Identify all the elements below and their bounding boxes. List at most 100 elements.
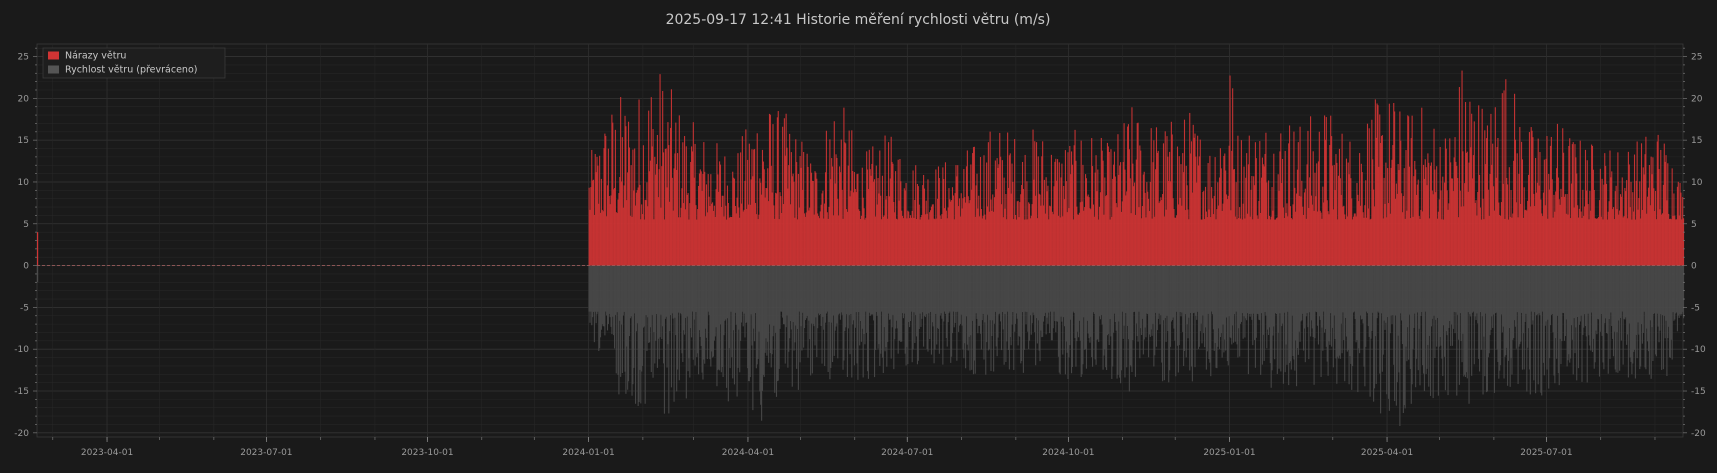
bar — [1657, 265, 1659, 327]
bar — [1327, 211, 1329, 266]
bar — [874, 265, 876, 350]
bar — [1109, 265, 1111, 320]
bar — [627, 172, 629, 266]
bar — [924, 214, 926, 266]
bar — [769, 265, 771, 354]
bar — [1493, 186, 1495, 266]
bar — [1303, 265, 1305, 351]
bar — [1287, 216, 1289, 266]
bar — [760, 265, 762, 405]
bar — [684, 265, 686, 335]
bar — [1207, 163, 1209, 266]
bar — [1042, 265, 1045, 322]
bar — [1384, 203, 1386, 266]
bar — [1443, 182, 1446, 266]
bar — [1358, 201, 1360, 266]
bar — [885, 265, 887, 348]
y-tick-label-right: -15 — [1691, 387, 1706, 397]
bar — [958, 265, 961, 326]
bar — [892, 265, 894, 315]
bar — [1446, 265, 1448, 336]
bar — [1147, 265, 1149, 315]
bar — [605, 136, 607, 266]
bar — [1199, 139, 1201, 266]
bar — [970, 164, 972, 266]
bar — [1240, 265, 1242, 322]
bar — [1262, 164, 1264, 266]
bar — [1413, 265, 1415, 328]
bar — [1457, 217, 1460, 266]
bar — [791, 265, 793, 387]
x-tick-label: 2023-10-01 — [401, 448, 453, 458]
bar — [738, 265, 740, 330]
bar — [995, 189, 997, 266]
bar — [1622, 217, 1624, 266]
bar — [1476, 215, 1478, 266]
bar — [1452, 191, 1454, 266]
bar — [1226, 265, 1228, 362]
bar — [1290, 265, 1292, 370]
bar — [1008, 265, 1010, 370]
bar — [822, 265, 824, 317]
bar — [1394, 265, 1396, 402]
bar — [1298, 195, 1300, 266]
bar — [1155, 127, 1158, 266]
bar — [789, 133, 791, 266]
bar — [1253, 185, 1256, 266]
bar — [1352, 265, 1354, 367]
bar — [1482, 198, 1484, 266]
bar — [1047, 185, 1049, 266]
bar — [1662, 265, 1664, 370]
bar — [1504, 265, 1506, 357]
bar — [1460, 265, 1462, 342]
bar — [1375, 137, 1377, 266]
bar — [1546, 265, 1548, 370]
bar — [1475, 265, 1477, 321]
bar — [934, 219, 936, 266]
bar — [1113, 265, 1116, 314]
bar — [797, 265, 799, 390]
bar — [1095, 155, 1097, 266]
bar — [1410, 138, 1412, 266]
bar — [741, 265, 743, 312]
bar — [1359, 153, 1361, 266]
bar — [930, 206, 933, 266]
bar — [1069, 265, 1071, 346]
bar — [1458, 265, 1460, 385]
bar — [1392, 145, 1394, 266]
bar — [1134, 214, 1137, 266]
bar — [1074, 265, 1076, 339]
bar — [935, 169, 937, 266]
bar — [1436, 166, 1438, 266]
bar — [1645, 136, 1647, 266]
bar — [1070, 265, 1072, 320]
bar — [1132, 163, 1134, 266]
bar — [917, 265, 919, 361]
bar — [1139, 265, 1141, 359]
bar — [1541, 213, 1543, 266]
bar — [1183, 265, 1186, 351]
bar — [1407, 115, 1409, 266]
bar — [1364, 205, 1366, 266]
bar — [909, 265, 911, 328]
bar — [685, 265, 687, 399]
bar — [1447, 209, 1449, 266]
bar — [1142, 174, 1144, 266]
bar — [1546, 136, 1548, 266]
bar — [789, 265, 792, 322]
bar — [1334, 265, 1336, 340]
bar — [1150, 128, 1152, 266]
bar — [1598, 265, 1600, 320]
bar — [1404, 218, 1406, 266]
bar — [659, 74, 661, 266]
bar — [1437, 211, 1439, 266]
bar — [726, 219, 728, 266]
bar — [914, 265, 916, 344]
bar — [1584, 265, 1586, 315]
bar — [705, 184, 708, 266]
bar — [1456, 265, 1458, 396]
bar — [1282, 265, 1284, 324]
bar — [908, 265, 910, 323]
bar — [1457, 265, 1460, 340]
bar — [965, 265, 967, 369]
